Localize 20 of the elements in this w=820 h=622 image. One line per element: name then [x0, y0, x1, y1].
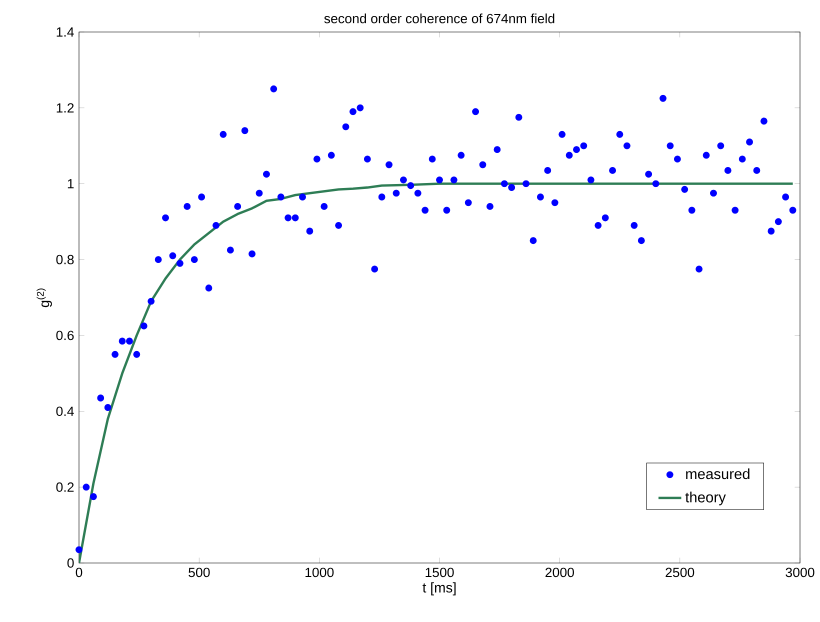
y-tick-label: 0.2	[56, 482, 74, 492]
y-tick-label: 1.4	[56, 27, 74, 37]
y-tick-label: 0	[67, 558, 74, 568]
y-tick-label: 0.6	[56, 330, 74, 340]
y-tick-label: 1	[68, 179, 74, 188]
y-tick-label: 1.2	[56, 103, 74, 113]
x-tick-label: 2500	[666, 568, 694, 578]
y-tick-label: 0.8	[56, 254, 74, 264]
x-tick-label: 2000	[546, 568, 574, 578]
chart-title: second order coherence of 674nm field	[324, 13, 554, 24]
x-tick-label: 500	[188, 568, 210, 578]
legend-label: measured	[686, 468, 750, 480]
x-tick-label: 0	[76, 568, 82, 578]
legend-label: theory	[685, 492, 726, 506]
y-axis-title: g$^{(2)}$	[36, 288, 52, 308]
x-tick-label: 1000	[306, 568, 334, 578]
y-tick-label: 0.4	[56, 406, 74, 416]
x-axis-title: t [ms]	[422, 582, 456, 596]
x-tick-label: 3000	[786, 568, 814, 578]
x-tick-label: 1500	[426, 568, 454, 578]
